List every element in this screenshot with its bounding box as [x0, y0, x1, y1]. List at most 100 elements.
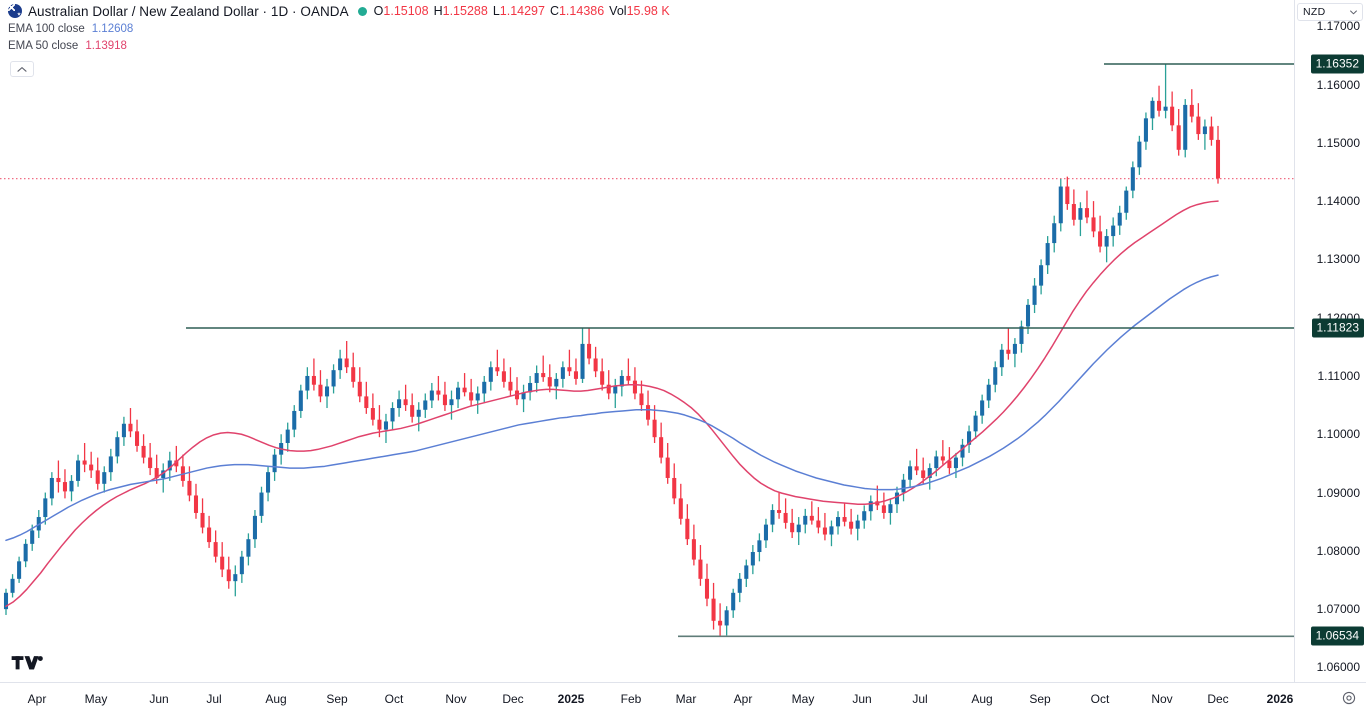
candle-body: [770, 510, 775, 525]
candle-body: [908, 466, 913, 480]
close-label: C: [549, 4, 559, 18]
chart-canvas: [0, 63, 1294, 638]
candle-body: [940, 456, 945, 461]
candle-body: [560, 367, 565, 379]
candle-body: [1143, 118, 1148, 142]
candle-body: [298, 390, 303, 411]
candle-body: [488, 367, 493, 382]
time-tick: Oct: [384, 692, 404, 706]
candle-body: [685, 518, 690, 540]
candle-body: [266, 472, 271, 493]
candle-body: [410, 405, 415, 417]
time-tick: Sep: [1029, 692, 1051, 706]
time-tick: Sep: [326, 692, 348, 706]
candle-body: [56, 477, 61, 483]
study-value-ema50: 1.13918: [85, 39, 127, 52]
candle-body: [593, 358, 598, 372]
candle-body: [456, 387, 461, 400]
legend-collapse-button[interactable]: [10, 61, 34, 77]
candle-body: [744, 565, 749, 579]
price-level-badge[interactable]: 1.11823: [1311, 318, 1364, 338]
time-tick: Dec: [502, 692, 524, 706]
candle-body: [711, 598, 716, 621]
candle-body: [324, 386, 330, 397]
candle-body: [777, 510, 782, 513]
candle-body: [259, 492, 264, 516]
candle-body: [894, 492, 900, 505]
candle-body: [534, 373, 539, 383]
candle-body: [573, 371, 578, 379]
currency-label: NZD: [1303, 6, 1326, 18]
candle-body: [829, 526, 834, 535]
time-tick: Oct: [1090, 692, 1110, 706]
candle-body: [1215, 139, 1221, 179]
candle-body: [1124, 190, 1129, 213]
candle-body: [973, 415, 978, 432]
candle-body: [1078, 208, 1083, 220]
australia-flag-icon: [8, 4, 22, 18]
time-tick: Nov: [1151, 692, 1173, 706]
candle-body: [17, 561, 22, 579]
candle-body: [1065, 186, 1070, 205]
candle-body: [167, 460, 172, 471]
time-settings-icon[interactable]: [1342, 691, 1356, 705]
candle-body: [980, 400, 985, 416]
price-level-badge[interactable]: 1.06534: [1310, 626, 1364, 646]
legend-symbol-row[interactable]: Australian Dollar / New Zealand Dollar ·…: [8, 2, 670, 20]
time-tick: Jun: [149, 692, 169, 706]
candle-body: [62, 482, 67, 492]
candle-body: [1130, 167, 1135, 191]
candle-body: [305, 375, 310, 391]
candle-body: [23, 543, 28, 562]
candle-body: [757, 540, 762, 553]
candle-body: [501, 371, 506, 382]
candle-body: [1052, 223, 1057, 244]
candle-body: [207, 527, 212, 543]
price-axis[interactable]: 1.170001.160001.150001.140001.130001.120…: [1294, 0, 1366, 682]
candle-body: [888, 504, 893, 513]
candle-body: [790, 522, 795, 533]
candle-body: [436, 390, 441, 395]
candle-body: [1104, 236, 1109, 247]
chevron-up-icon: [17, 66, 27, 72]
candle-body: [1071, 204, 1076, 220]
candle-body: [1150, 100, 1155, 119]
price-tick: 1.14000: [1316, 194, 1360, 209]
candle-body: [986, 384, 991, 401]
candle-body: [318, 384, 323, 397]
study-row-ema50[interactable]: EMA 50 close 1.13918: [8, 37, 670, 54]
time-tick: Apr: [27, 692, 47, 706]
study-row-ema100[interactable]: EMA 100 close 1.12608: [8, 20, 670, 37]
time-axis[interactable]: Apr May Jun Jul Aug Sep Oct Nov Dec 2025 Feb Mar Apr…: [0, 682, 1366, 712]
symbol-title[interactable]: Australian Dollar / New Zealand Dollar ·…: [28, 3, 349, 19]
candle-body: [1163, 106, 1168, 111]
market-open-dot-icon[interactable]: [357, 6, 367, 16]
candle-body: [672, 477, 677, 499]
price-level-badge[interactable]: 1.16352: [1310, 54, 1364, 74]
candle-body: [43, 498, 48, 518]
time-tick: Jul: [912, 692, 928, 706]
tradingview-logo: [11, 656, 43, 670]
candle-body: [659, 437, 664, 458]
time-tick: Nov: [445, 692, 467, 706]
candle-body: [141, 445, 146, 458]
candle-body: [1006, 349, 1011, 354]
chart-plot-area[interactable]: [0, 0, 1294, 682]
candle-body: [999, 349, 1004, 368]
candle-body: [442, 394, 447, 406]
candle-body: [1202, 126, 1207, 135]
candle-body: [665, 457, 670, 478]
currency-selector[interactable]: NZD: [1297, 3, 1363, 21]
price-tick: 1.08000: [1316, 543, 1360, 558]
candle-body: [252, 515, 257, 540]
candle-body: [121, 423, 126, 438]
time-tick: Dec: [1207, 692, 1229, 706]
time-tick: 2025: [557, 692, 585, 706]
candle-body: [1019, 326, 1024, 344]
ohlc-values: O1.15108 H1.15288 L1.14297 C1.14386 Vol15.98…: [374, 4, 670, 18]
candle-body: [547, 377, 552, 387]
candle-body: [108, 456, 113, 473]
candle-body: [796, 524, 801, 533]
low-value: 1.14297: [499, 4, 545, 18]
price-tick: 1.15000: [1316, 135, 1360, 150]
